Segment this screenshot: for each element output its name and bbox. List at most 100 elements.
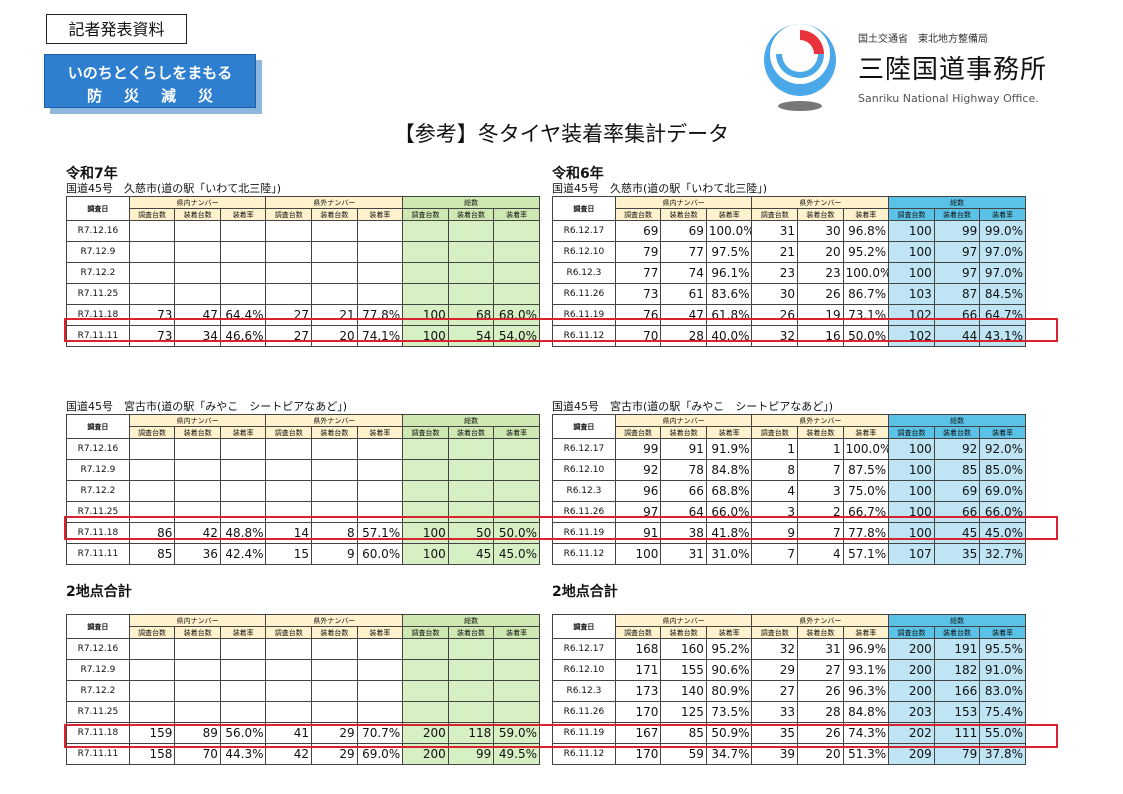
value-cell: 97.5% (705, 241, 753, 263)
total-header: 総数 (888, 614, 1026, 627)
value-cell: 153 (933, 701, 981, 723)
survey-date-cell: R7.12.9 (66, 659, 130, 681)
table-title (66, 384, 540, 400)
column-header: 装着率 (356, 626, 404, 639)
value-cell: 44.3% (219, 743, 267, 765)
value-cell (128, 262, 176, 284)
value-cell (356, 262, 404, 284)
value-cell (265, 701, 313, 723)
value-cell (493, 241, 540, 263)
value-cell: 9 (311, 543, 358, 565)
value-cell: 8 (751, 459, 799, 481)
in-prefecture-header: 県内ナンバー (128, 414, 267, 427)
value-cell (402, 480, 449, 502)
table-row: R7.12.9 (66, 241, 540, 263)
value-cell: 21 (751, 241, 799, 263)
out-prefecture-header: 県外ナンバー (751, 196, 890, 209)
in-prefecture-header: 県内ナンバー (128, 196, 267, 209)
table-location (66, 600, 540, 614)
table-title: 2地点合計 (552, 584, 618, 600)
value-cell: 202 (888, 722, 935, 744)
column-header: 装着率 (979, 208, 1026, 221)
value-cell: 95.5% (979, 638, 1026, 660)
table-location (552, 600, 1026, 614)
column-header: 調査台数 (888, 626, 935, 639)
value-cell: 7 (751, 543, 799, 565)
value-cell (174, 220, 221, 242)
survey-date-cell: R6.11.26 (552, 283, 616, 305)
value-cell (265, 283, 313, 305)
value-cell: 69.0% (979, 480, 1026, 502)
value-cell (219, 438, 267, 460)
survey-day-header: 調査日 (552, 414, 616, 439)
value-cell: 100 (888, 220, 935, 242)
column-header: 装着台数 (933, 208, 981, 221)
value-cell (219, 220, 267, 242)
value-cell: 59 (660, 743, 707, 765)
data-table-block: 令和6年 国道45号 久慈市(道の駅「いわて北三陸」) 調査日 県内ナンバー 県外ナンバ… (552, 166, 1026, 347)
column-header: 装着台数 (311, 426, 358, 439)
value-cell: 86.7% (842, 283, 890, 305)
value-cell (265, 220, 313, 242)
value-cell (493, 262, 540, 284)
value-cell: 155 (660, 659, 707, 681)
value-cell: 29 (311, 743, 358, 765)
value-cell: 49.5% (493, 743, 540, 765)
value-cell: 60.0% (356, 543, 404, 565)
value-cell (174, 638, 221, 660)
value-cell: 32 (751, 638, 799, 660)
value-cell (311, 480, 358, 502)
column-header: 調査台数 (751, 426, 799, 439)
value-cell: 200 (888, 680, 935, 702)
slogan-line2: 防災減災 (86, 87, 235, 105)
value-cell (219, 459, 267, 481)
value-cell (356, 680, 404, 702)
survey-date-cell: R7.11.11 (66, 543, 130, 565)
column-header: 装着率 (493, 208, 540, 221)
value-cell: 23 (797, 262, 844, 284)
value-cell: 100 (402, 543, 449, 565)
value-cell: 100 (888, 262, 935, 284)
value-cell: 84.8% (705, 459, 753, 481)
value-cell: 92 (933, 438, 981, 460)
table-row: R7.12.2 (66, 262, 540, 284)
value-cell (128, 659, 176, 681)
column-header: 装着率 (705, 626, 753, 639)
value-cell: 100.0% (705, 220, 753, 242)
value-cell (447, 262, 495, 284)
value-cell: 69.0% (356, 743, 404, 765)
value-cell: 96.3% (842, 680, 890, 702)
value-cell (311, 638, 358, 660)
value-cell (219, 701, 267, 723)
value-cell: 66 (660, 480, 707, 502)
value-cell (219, 680, 267, 702)
value-cell (402, 701, 449, 723)
value-cell: 33 (751, 701, 799, 723)
value-cell (402, 262, 449, 284)
value-cell (493, 459, 540, 481)
value-cell: 97.0% (979, 262, 1026, 284)
ministry-name: 国土交通省 東北地方整備局 (858, 34, 988, 45)
total-header: 総数 (402, 414, 540, 427)
column-header: 装着率 (979, 426, 1026, 439)
value-cell (128, 220, 176, 242)
value-cell (447, 459, 495, 481)
value-cell (128, 241, 176, 263)
value-cell: 200 (888, 659, 935, 681)
survey-date-cell: R7.11.11 (66, 743, 130, 765)
value-cell (356, 701, 404, 723)
value-cell (219, 262, 267, 284)
table-title: 令和7年 (66, 166, 118, 182)
value-cell (356, 438, 404, 460)
value-cell: 90.6% (705, 659, 753, 681)
column-header: 装着台数 (660, 626, 707, 639)
column-header: 装着台数 (660, 208, 707, 221)
table-row: R6.12.10 171 155 90.6% 29 27 93.1% 200 182 91.0% (552, 659, 1026, 681)
column-header: 装着率 (356, 208, 404, 221)
value-cell: 85 (933, 459, 981, 481)
data-table-block: 国道45号 宮古市(道の駅「みやこ シートピアなあど」) 調査日 県内ナンバー 県外ナ… (66, 384, 540, 565)
value-cell: 15 (265, 543, 313, 565)
value-cell: 70.7% (356, 722, 404, 744)
value-cell: 99 (933, 220, 981, 242)
table-row: R7.12.9 (66, 459, 540, 481)
